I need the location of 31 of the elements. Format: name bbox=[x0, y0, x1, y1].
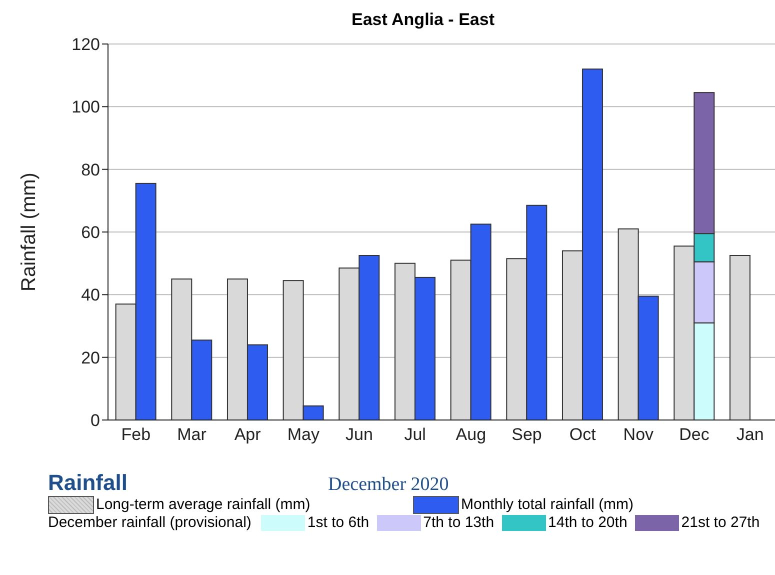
x-tick-label: Nov bbox=[623, 425, 654, 444]
bar bbox=[729, 255, 750, 420]
x-tick-label: Apr bbox=[234, 425, 262, 444]
chart-title: East Anglia - East bbox=[350, 10, 496, 30]
x-tick-label: Jun bbox=[346, 425, 373, 444]
x-tick-label: Oct bbox=[569, 425, 596, 444]
y-tick-label: 20 bbox=[81, 348, 100, 368]
y-tick-label: 100 bbox=[72, 98, 100, 117]
x-tick-label: Sep bbox=[512, 425, 542, 444]
y-tick-label: 0 bbox=[90, 411, 100, 430]
y-tick-label: 40 bbox=[81, 286, 100, 305]
legend-title: Rainfall bbox=[48, 470, 128, 496]
y-tick-label: 60 bbox=[81, 223, 100, 242]
y-tick-label: 120 bbox=[72, 35, 100, 54]
legend-label: Monthly total rainfall (mm) bbox=[460, 496, 635, 514]
x-tick-label: Mar bbox=[177, 425, 207, 444]
x-tick-label: Jul bbox=[404, 425, 426, 444]
legend-label: 21st to 27th bbox=[680, 514, 760, 532]
y-tick-label: 80 bbox=[81, 160, 100, 180]
x-tick-label: May bbox=[287, 425, 320, 444]
x-tick-label: Jan bbox=[736, 425, 764, 444]
x-tick-label: Feb bbox=[121, 425, 151, 444]
legend-label: 14th to 20th bbox=[547, 514, 628, 532]
y-axis-title: Rainfall (mm) bbox=[18, 172, 40, 292]
text: December 2020 bbox=[328, 474, 449, 496]
x-tick-label: Aug bbox=[456, 425, 486, 444]
legend-label: Long-term average rainfall (mm) bbox=[95, 496, 312, 514]
legend-label: 1st to 6th bbox=[306, 514, 370, 532]
text: December rainfall (provisional) bbox=[48, 514, 252, 532]
x-tick-label: Dec bbox=[679, 425, 710, 444]
legend-label: 7th to 13th bbox=[422, 514, 494, 532]
